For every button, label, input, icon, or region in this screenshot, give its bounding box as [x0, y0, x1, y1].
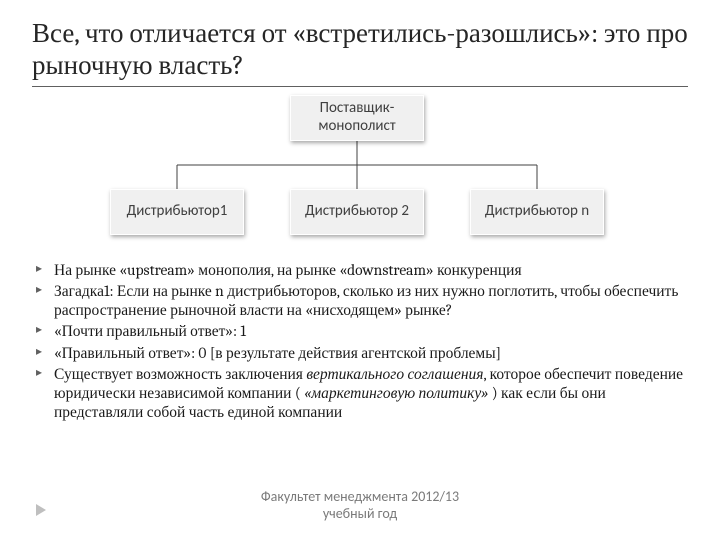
bullet-item: Загадка1: Если на рынке n дистрибьюторов… [36, 282, 688, 320]
bullet-item: «Почти правильный ответ»: 1 [36, 322, 688, 341]
org-diagram: Поставщик-монополист Дистрибьютор1 Дистриб… [80, 95, 640, 251]
footer-line1: Факультет менеджмента 2012/13 [261, 488, 459, 505]
node-child-0: Дистрибьютор1 [110, 189, 244, 235]
bullet-item: «Правильный ответ»: 0 [в результате дейс… [36, 344, 688, 363]
bullet-item: На рынке «upstream» монополия, на рынке … [36, 261, 688, 280]
bullet-item: Существует возможность заключения вертик… [36, 365, 688, 423]
bullet-list: На рынке «upstream» монополия, на рынке … [36, 261, 688, 423]
page-title: Все, что отличается от «встретились-разо… [32, 18, 688, 87]
node-child-2: Дистрибьютор n [470, 189, 604, 235]
footer-line2: учебный год [323, 505, 397, 522]
slide: Все, что отличается от «встретились-разо… [0, 0, 720, 540]
node-root: Поставщик-монополист [290, 95, 424, 141]
node-child-1: Дистрибьютор 2 [290, 189, 424, 235]
footer: Факультет менеджмента 2012/13 учебный го… [0, 488, 720, 522]
